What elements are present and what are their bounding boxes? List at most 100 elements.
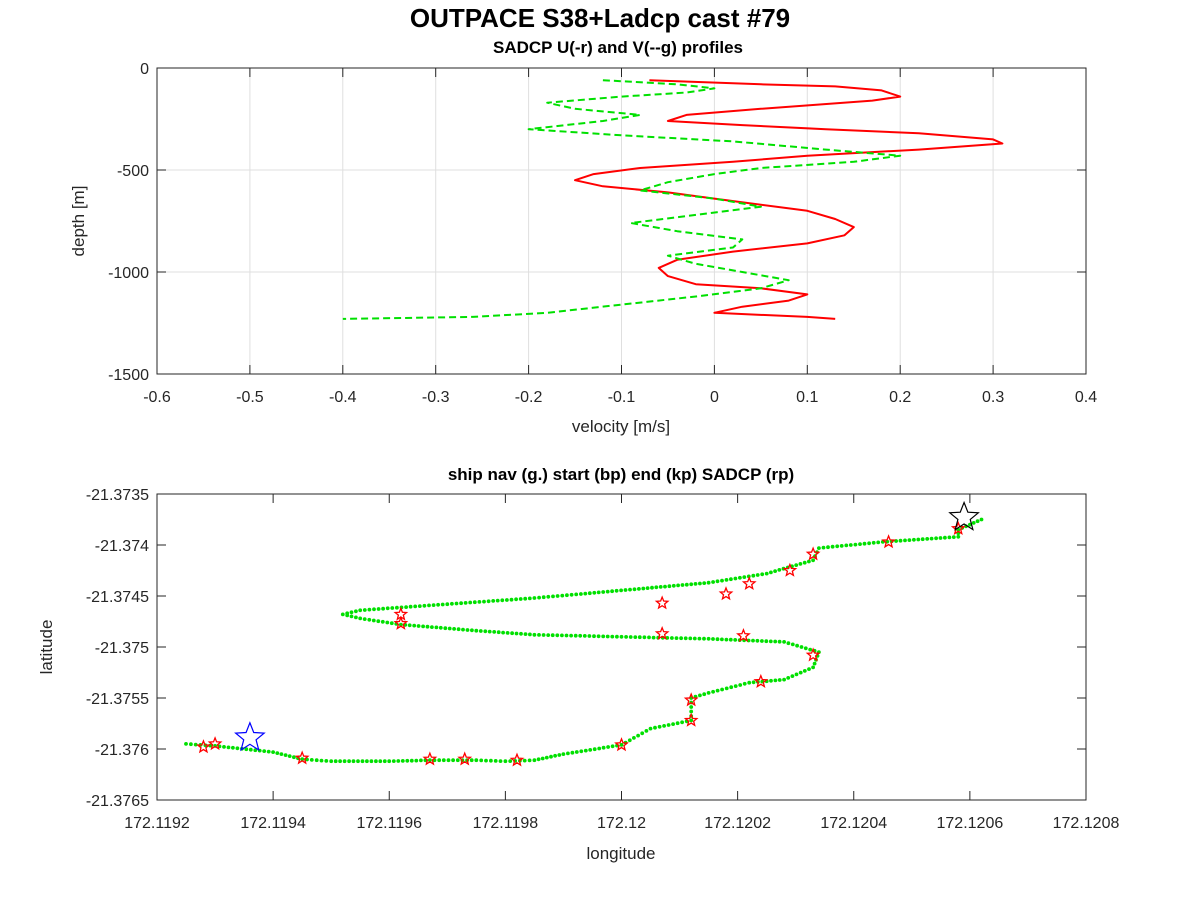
nav-track-point — [405, 758, 410, 763]
nav-track-point — [553, 753, 557, 758]
nav-track-point — [419, 758, 423, 763]
nav-track-point — [354, 609, 358, 614]
nav-track-point — [769, 678, 773, 683]
nav-track-point — [360, 759, 365, 764]
profile-x-tick-label: -0.3 — [422, 389, 450, 406]
nav-y-tick-label: -21.3755 — [86, 691, 149, 708]
nav-track-point — [438, 625, 443, 630]
nav-track-point — [569, 633, 573, 638]
nav-track-point — [541, 595, 546, 600]
profile-x-tick-label: 0.1 — [796, 389, 818, 406]
nav-x-tick-label: 172.1204 — [820, 815, 887, 832]
nav-track-point — [844, 543, 849, 548]
nav-track-point — [733, 638, 738, 642]
nav-track-point — [389, 621, 394, 626]
nav-track-point — [636, 733, 640, 738]
nav-track-point — [679, 636, 683, 641]
profile-panel: SADCP U(-r) and V(--g) profiles -0.6 -0.5… — [69, 38, 1097, 436]
profile-x-tick-label: 0.2 — [889, 389, 911, 406]
nav-track-point — [867, 541, 871, 546]
nav-track-point — [614, 588, 619, 593]
v-velocity-series — [342, 79, 902, 320]
nav-x-tick-label: 172.1208 — [1053, 815, 1120, 832]
nav-track-point — [674, 636, 679, 640]
sadcp-point — [654, 625, 670, 641]
sadcp-point — [782, 562, 798, 577]
nav-track-point — [474, 758, 479, 763]
nav-track-point — [830, 544, 835, 549]
nav-track-point — [637, 635, 642, 640]
sadcp-point — [950, 520, 966, 535]
profile-y-tick-label: -500 — [117, 163, 149, 180]
nav-track-point — [574, 750, 579, 754]
nav-track-point — [671, 722, 675, 726]
nav-track-point — [698, 581, 702, 586]
nav-track-point — [777, 568, 782, 572]
nav-track-point — [642, 635, 647, 640]
nav-track-point — [193, 742, 198, 747]
nav-track-point — [715, 637, 720, 642]
nav-track-point — [835, 544, 840, 549]
nav-track-point — [702, 581, 707, 585]
nav-track-point — [592, 634, 596, 639]
nav-track-point — [358, 616, 363, 621]
nav-track-point — [715, 688, 720, 693]
nav-track-point — [715, 579, 720, 584]
nav-track-point — [399, 622, 403, 627]
nav-track-point — [755, 638, 760, 643]
nav-track-point — [338, 759, 342, 764]
nav-y-label: latitude — [37, 620, 56, 675]
nav-track-point — [551, 594, 555, 599]
nav-track-point — [409, 758, 414, 763]
nav-track-point — [505, 631, 510, 635]
nav-track-point — [633, 635, 638, 639]
nav-y-tick-label: -21.375 — [95, 640, 149, 657]
nav-track-point — [688, 636, 693, 641]
nav-track-point — [738, 575, 742, 580]
nav-track-point — [528, 632, 532, 637]
nav-track-point — [742, 681, 747, 686]
nav-track-point — [627, 738, 632, 743]
nav-track-point — [773, 569, 777, 573]
nav-track-point — [287, 754, 292, 758]
nav-track-point — [356, 759, 360, 764]
nav-track-point — [667, 584, 672, 589]
nav-track-point — [738, 683, 743, 687]
nav-track-point — [367, 617, 372, 622]
nav-y-tick-label: -21.374 — [95, 538, 149, 555]
nav-track-point — [354, 615, 358, 620]
nav-y-tick-label: -21.3765 — [86, 793, 149, 810]
nav-track-point — [349, 614, 354, 619]
sadcp-point — [805, 647, 821, 662]
nav-track-point — [706, 580, 711, 585]
nav-track-point — [509, 597, 514, 602]
nav-track-point — [979, 517, 984, 522]
nav-track-point — [469, 758, 474, 763]
nav-track-point — [532, 758, 537, 763]
nav-track-point — [391, 759, 396, 763]
nav-track-point — [374, 759, 378, 764]
profile-x-tick-label: -0.2 — [515, 389, 543, 406]
nav-track-point — [362, 608, 367, 612]
nav-track-point — [425, 624, 430, 629]
nav-track-point — [951, 535, 956, 539]
nav-track-point — [396, 759, 401, 763]
nav-track-point — [446, 758, 451, 763]
nav-track-point — [417, 604, 422, 608]
nav-track-point — [358, 608, 363, 613]
nav-track-point — [644, 729, 649, 733]
nav-track-point — [508, 759, 513, 763]
nav-track-point — [711, 689, 715, 694]
nav-track-point — [461, 627, 465, 632]
nav-track-point — [720, 578, 724, 583]
nav-track-point — [381, 606, 385, 611]
nav-track-point — [610, 744, 615, 749]
nav-track-point — [912, 537, 916, 542]
nav-track-point — [443, 626, 448, 631]
nav-track-point — [430, 625, 434, 629]
nav-track-point — [371, 618, 376, 623]
nav-track-point — [314, 758, 319, 763]
nav-track-point — [235, 746, 240, 751]
nav-track-point — [479, 758, 484, 763]
nav-track-point — [790, 642, 795, 647]
